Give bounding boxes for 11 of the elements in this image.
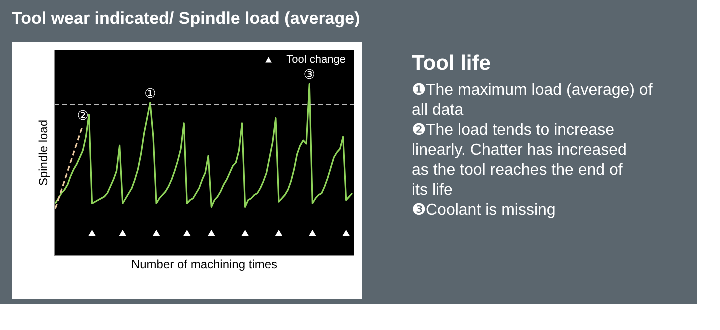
text: Tool life <box>412 52 491 75</box>
text: ❷The load tends to increase linearly. Chatter has increased as the tool reaches the end of its life <box>412 122 627 199</box>
annotation: ② <box>77 109 89 124</box>
y-axis-title: Spindle load <box>36 120 50 186</box>
annotation: ③ <box>304 68 316 84</box>
text: Tool change <box>286 54 346 66</box>
text: ❶The maximum load (average) of all data <box>412 82 654 119</box>
x-axis-title: Number of machining times <box>131 258 278 272</box>
annotation: ① <box>144 86 156 102</box>
text: ❸Coolant is missing <box>412 202 556 219</box>
chart-title: Tool wear indicated/ Spindle load (average) <box>12 9 360 28</box>
